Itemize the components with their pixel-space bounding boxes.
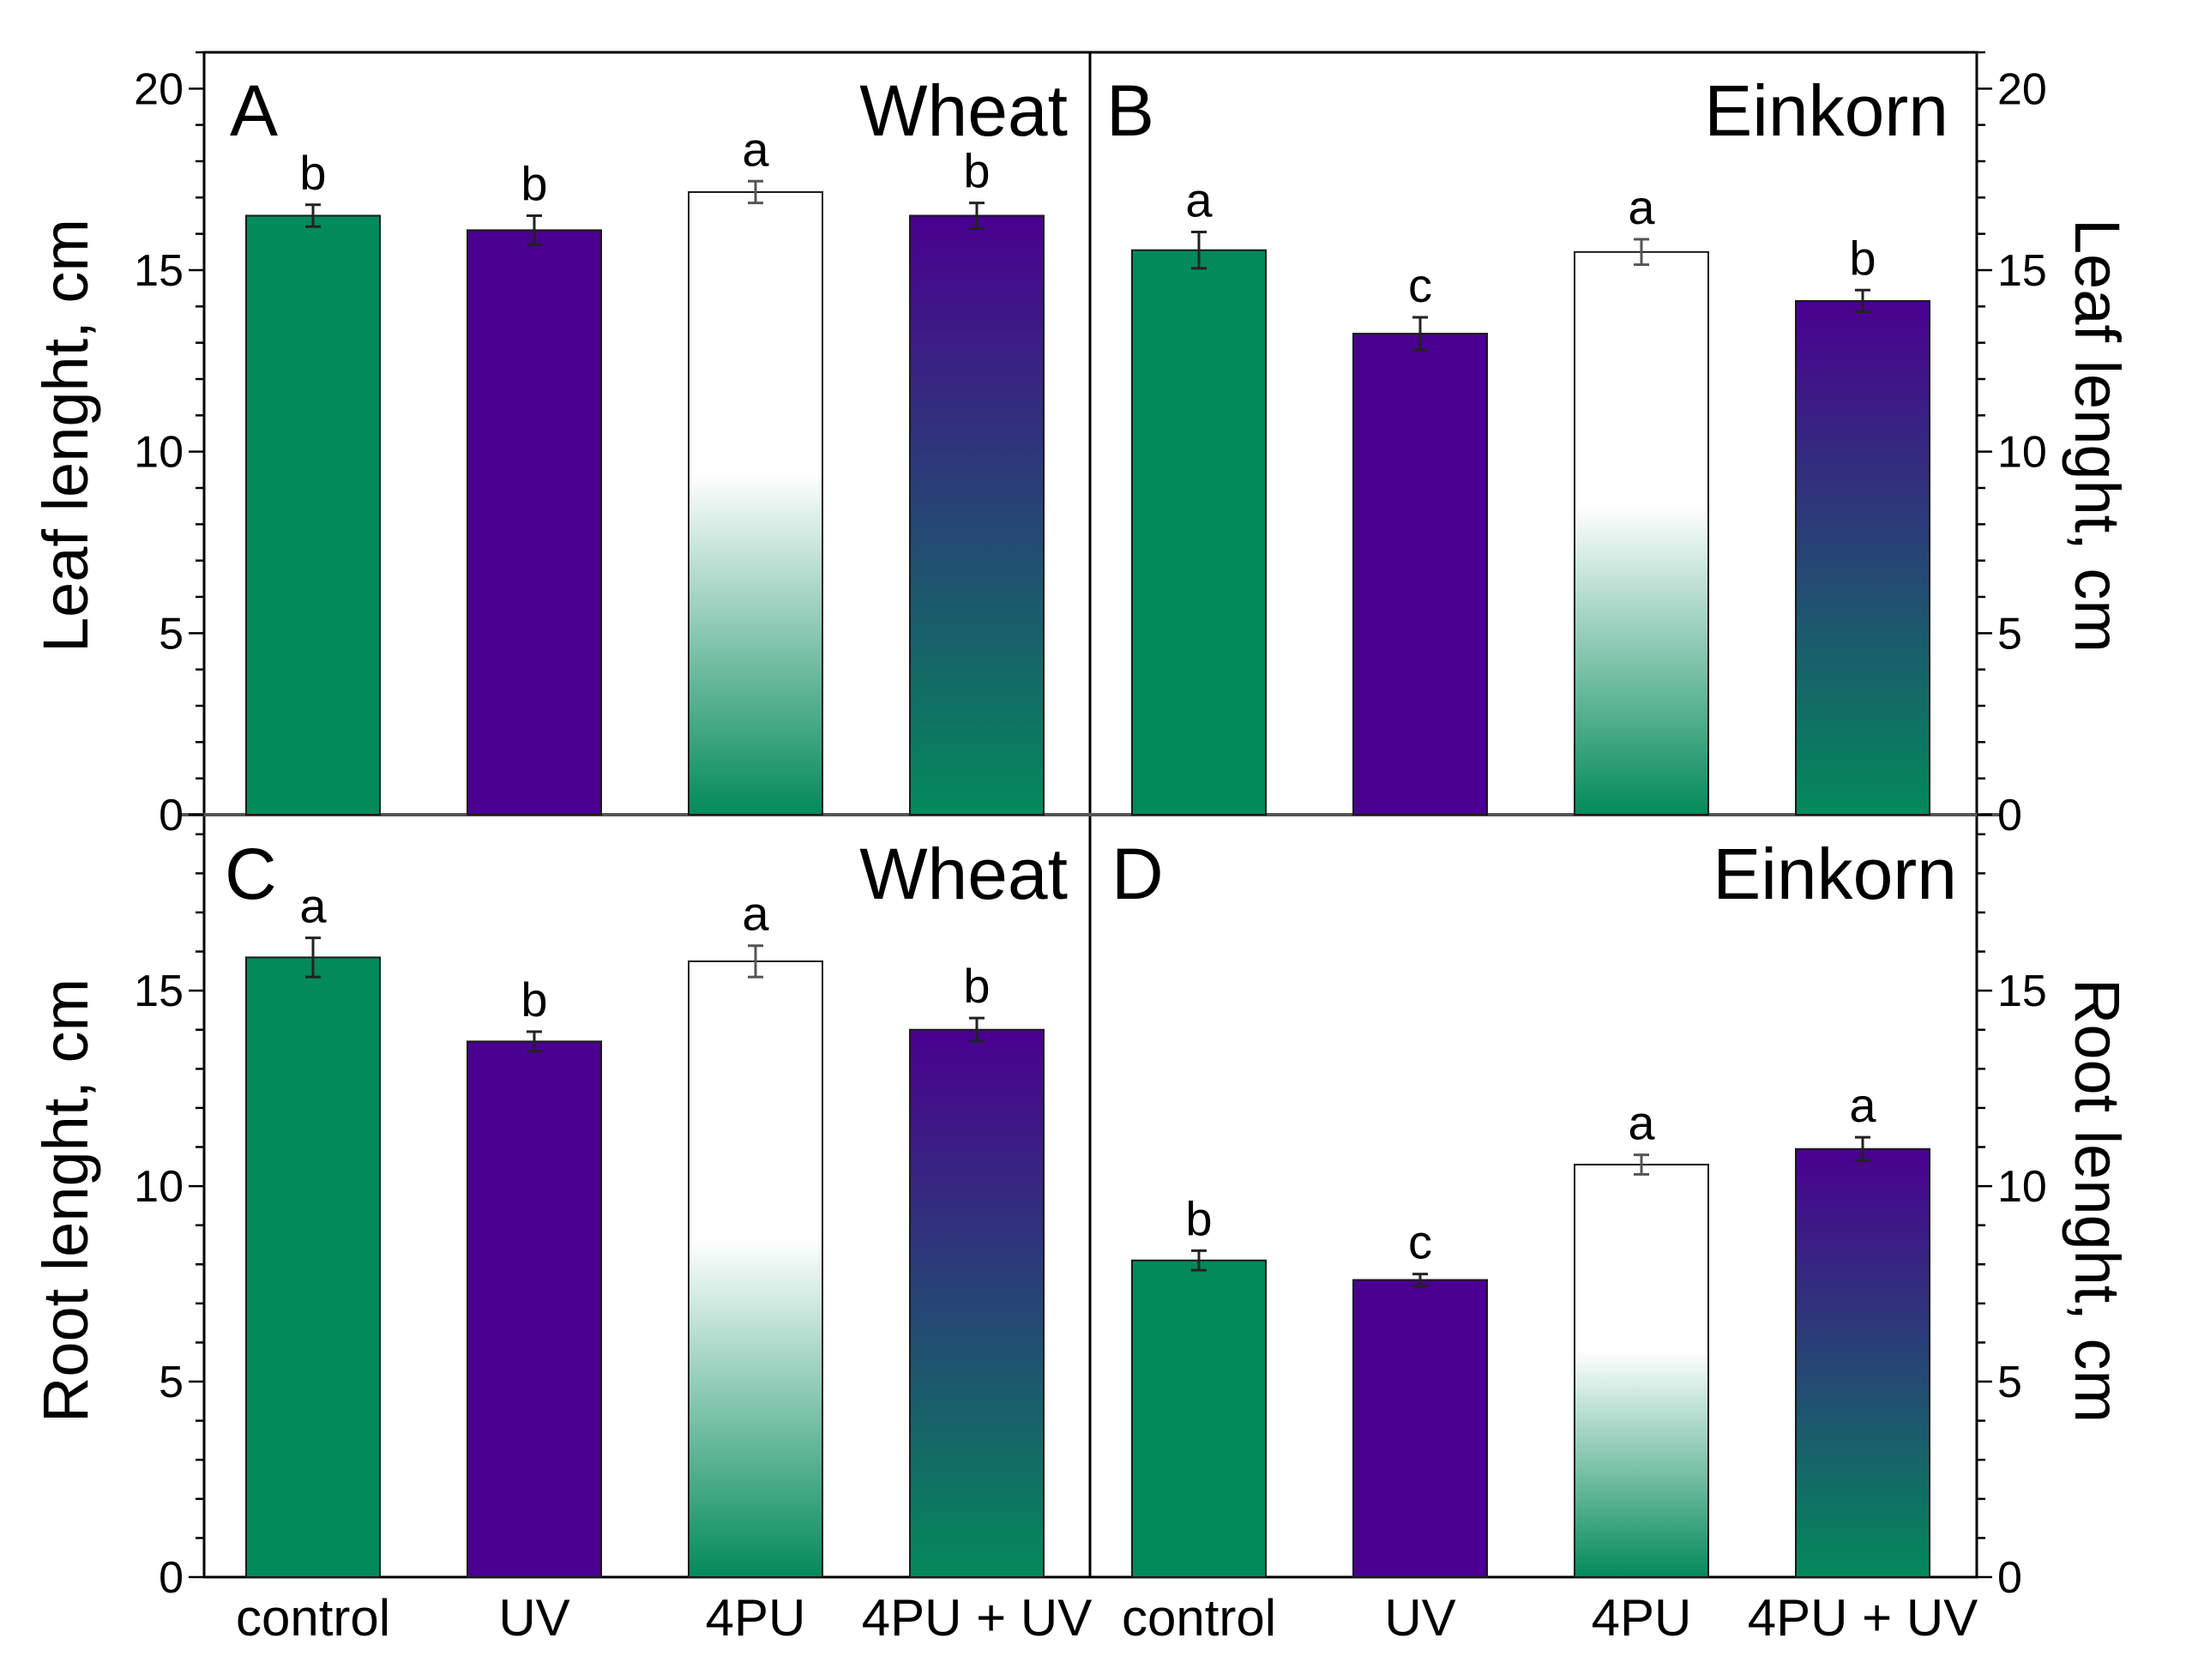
bar-b-4: [1795, 299, 1930, 816]
bar-d-3: [1574, 1164, 1709, 1578]
bar-b-1: [1131, 249, 1267, 816]
y-tick-label-a: 5: [159, 609, 184, 659]
significance-label-c-1: a: [299, 879, 327, 933]
y-tick-label-a: 20: [134, 64, 184, 114]
significance-label-b-3: a: [1628, 180, 1655, 234]
bar-c-3: [688, 960, 823, 1578]
plot-area: 0 5 10 15 20 b b a b 0 5 10 15 20 a c a b 0 5 10 15 a control b U…: [134, 51, 2047, 1647]
bar-a-4: [909, 214, 1045, 816]
significance-label-d-2: c: [1408, 1215, 1432, 1269]
x-category-label-c-2: UV: [498, 1589, 569, 1647]
bar-d-4: [1795, 1147, 1930, 1579]
significance-label-c-4: b: [963, 959, 990, 1013]
panel-letter-b: B: [1106, 70, 1154, 151]
y-tick-label-c: 10: [134, 1162, 184, 1212]
significance-label-a-3: a: [742, 122, 769, 176]
bar-d-1: [1131, 1259, 1267, 1578]
y-tick-label-a: 10: [134, 428, 184, 478]
significance-label-b-2: c: [1408, 258, 1432, 312]
significance-label-b-4: b: [1849, 231, 1876, 285]
x-category-label-c-3: 4PU: [706, 1589, 806, 1647]
x-category-label-d-3: 4PU: [1592, 1589, 1692, 1647]
panel-title-b: Einkorn: [1704, 70, 1948, 151]
y-tick-label-d: 10: [1997, 1162, 2047, 1212]
panel-title-c: Wheat: [859, 834, 1068, 914]
x-category-label-d-4: 4PU + UV: [1748, 1589, 1978, 1647]
significance-label-c-3: a: [742, 887, 769, 941]
y-tick-label-d: 5: [1997, 1358, 2022, 1407]
bar-a-1: [245, 214, 381, 816]
y-axis-title-left-top: Leaf lenght, cm: [30, 219, 101, 653]
significance-label-b-1: a: [1185, 173, 1213, 227]
y-tick-label-d: 15: [1997, 966, 2047, 1016]
bar-b-2: [1352, 333, 1488, 816]
y-tick-label-c: 5: [159, 1358, 184, 1407]
bar-a-3: [688, 190, 823, 816]
y-tick-label-b: 20: [1997, 64, 2047, 114]
bar-c-1: [245, 956, 381, 1578]
y-tick-label-b: 10: [1997, 428, 2047, 478]
x-category-label-c-1: control: [236, 1589, 390, 1647]
bar-c-4: [909, 1028, 1045, 1578]
significance-label-a-2: b: [521, 157, 547, 211]
y-axis-title-right-top: Leaf lenght, cm: [2062, 219, 2133, 653]
panel-letter-d: D: [1111, 834, 1164, 914]
bar-b-3: [1574, 250, 1709, 816]
y-tick-label-c: 15: [134, 966, 184, 1016]
panel-title-a: Wheat: [859, 70, 1068, 151]
y-tick-label-a: 0: [159, 791, 184, 840]
significance-label-d-3: a: [1628, 1096, 1655, 1150]
bar-c-2: [467, 1040, 602, 1578]
panel-letter-a: A: [230, 70, 278, 151]
x-category-label-d-2: UV: [1384, 1589, 1455, 1647]
panel-title-d: Einkorn: [1713, 834, 1957, 914]
significance-label-c-2: b: [521, 972, 547, 1027]
bar-a-2: [467, 229, 602, 816]
x-category-label-c-4: 4PU + UV: [862, 1589, 1092, 1647]
significance-label-a-1: b: [299, 146, 326, 200]
y-tick-label-b: 15: [1997, 246, 2047, 296]
y-axis-title-left-bottom: Root lenght, cm: [30, 978, 101, 1423]
significance-label-a-4: b: [963, 144, 990, 198]
significance-label-d-1: b: [1185, 1191, 1212, 1245]
panel-letter-c: C: [225, 834, 277, 914]
y-tick-label-d: 0: [1997, 1553, 2022, 1603]
y-axis-title-right-bottom: Root lenght, cm: [2062, 978, 2133, 1423]
y-tick-label-c: 0: [159, 1553, 184, 1603]
y-tick-label-a: 15: [134, 246, 184, 296]
y-tick-label-b: 0: [1997, 791, 2022, 840]
x-category-label-d-1: control: [1122, 1589, 1276, 1647]
y-tick-label-b: 5: [1997, 609, 2022, 659]
bar-d-2: [1352, 1279, 1488, 1578]
significance-label-d-4: a: [1849, 1078, 1876, 1132]
